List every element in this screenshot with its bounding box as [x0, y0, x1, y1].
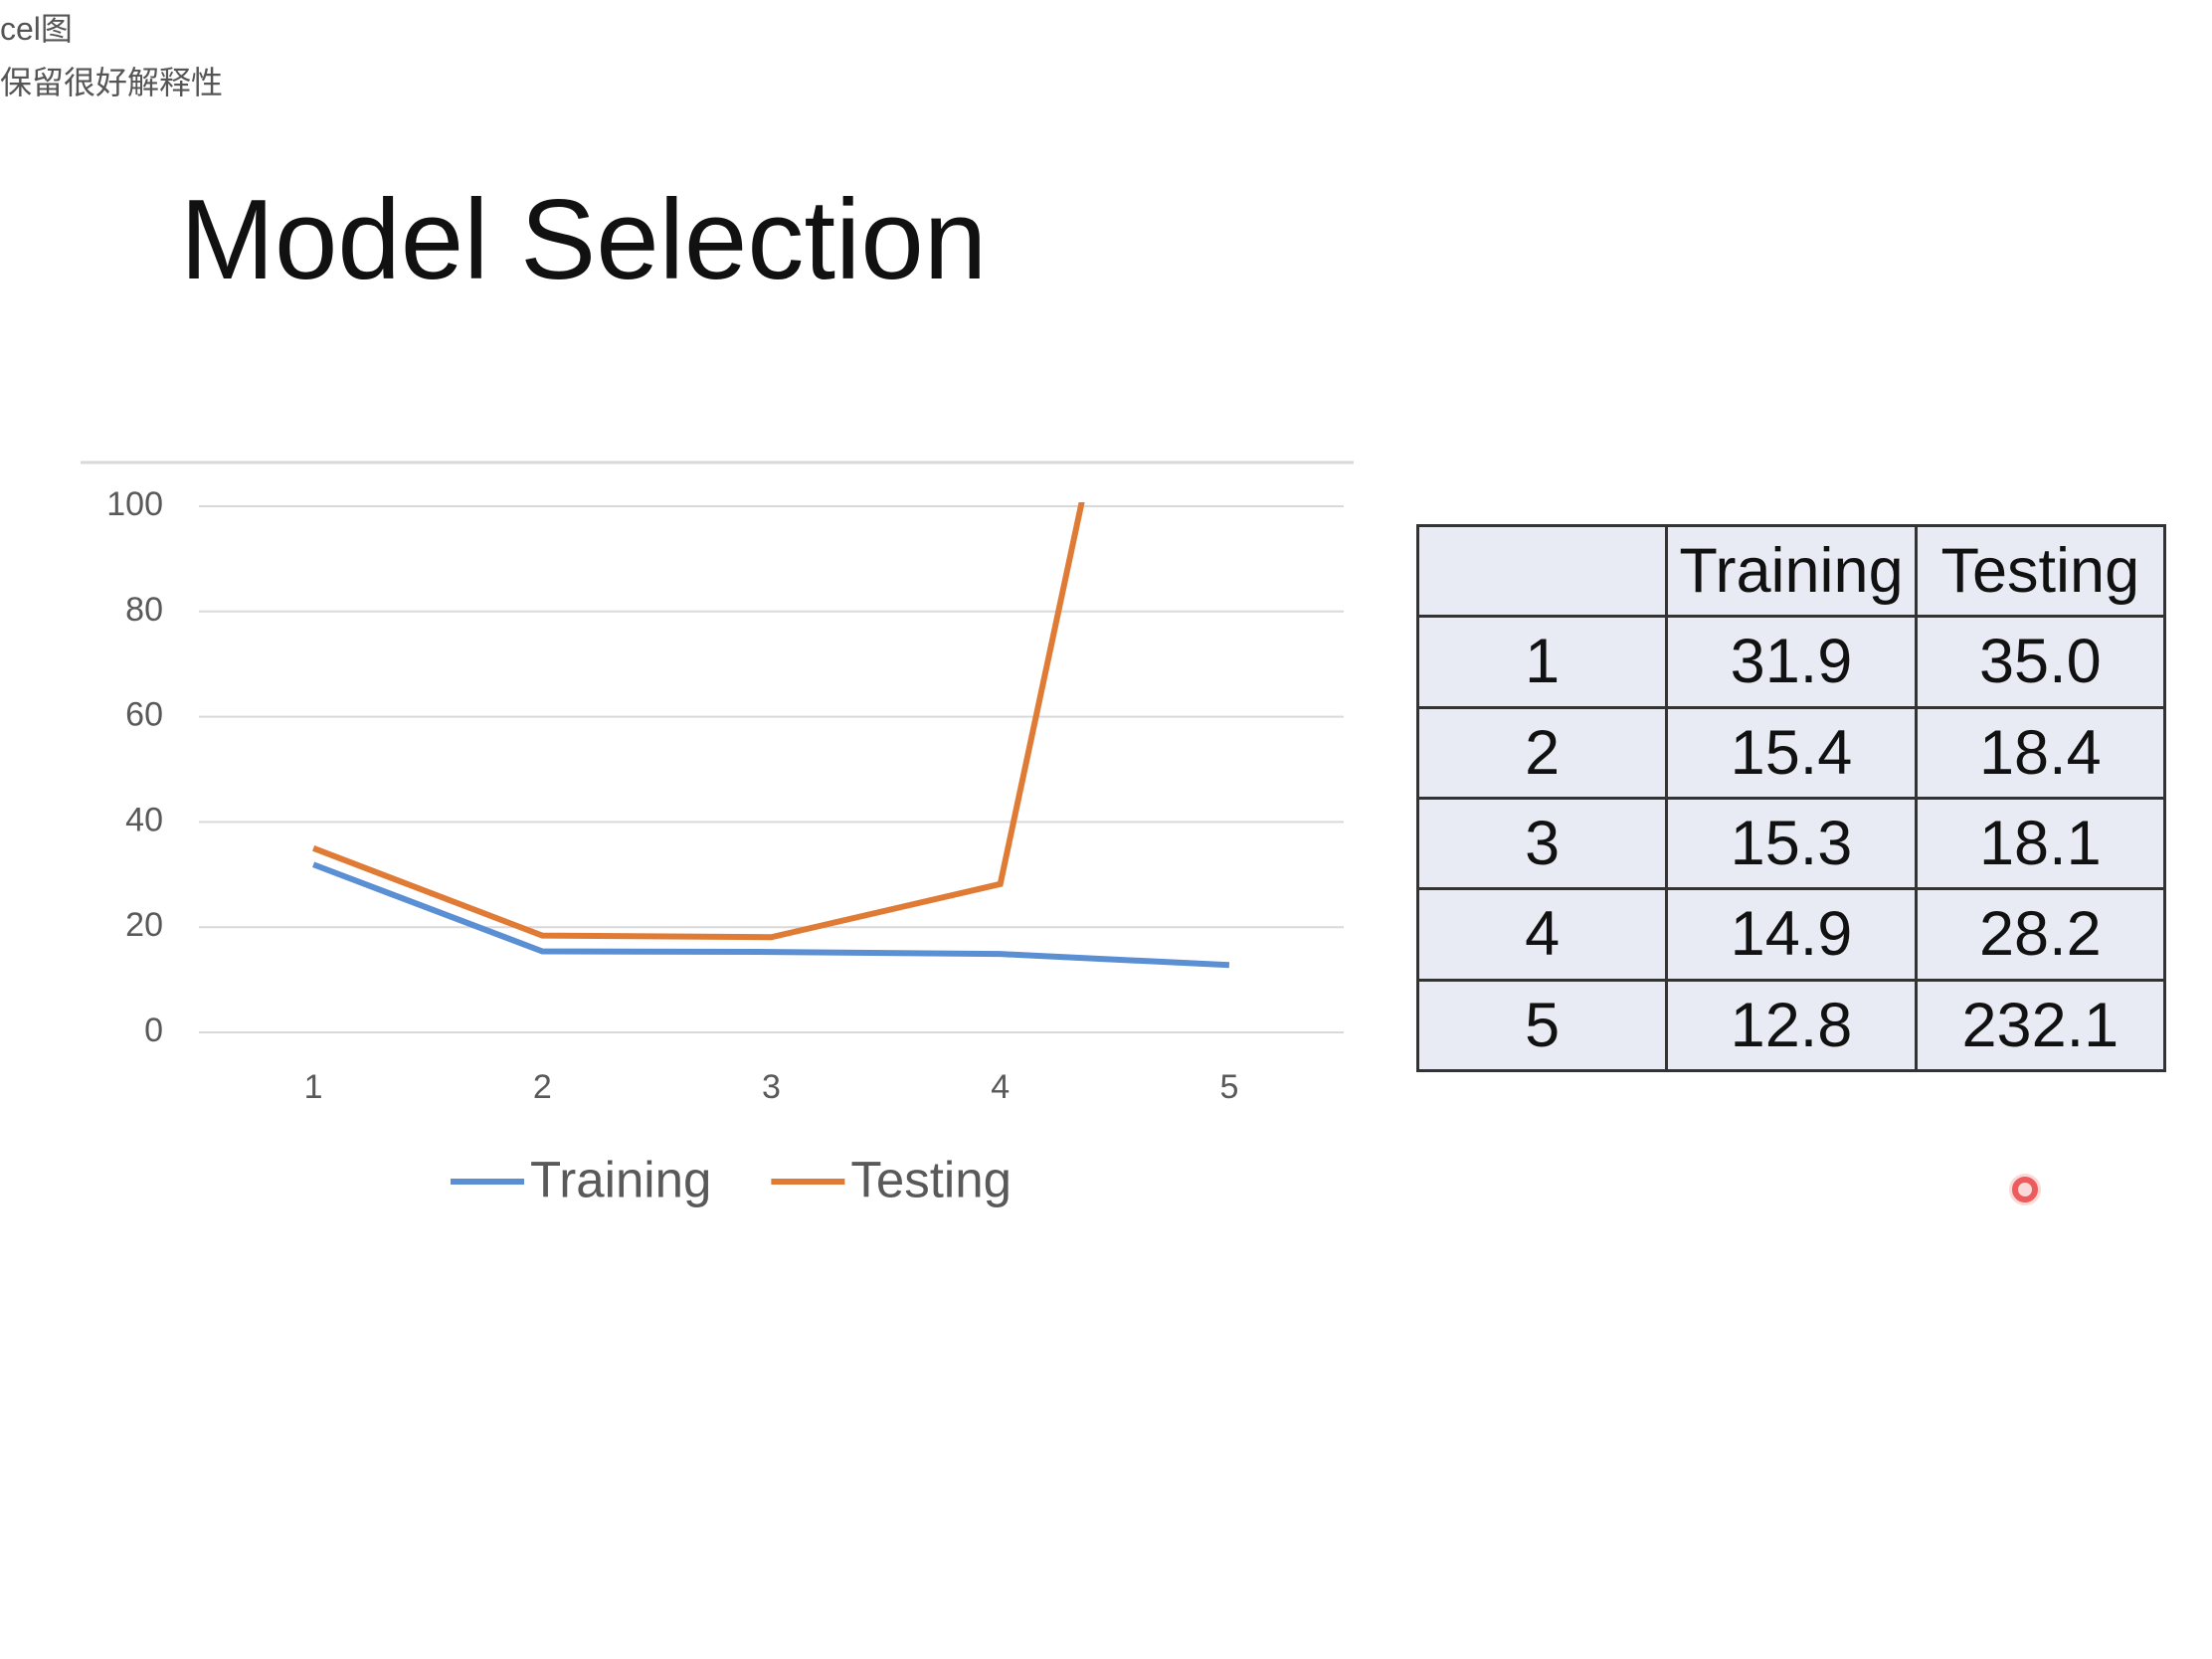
table-cell: 14.9 [1665, 887, 1918, 982]
x-tick-label: 2 [533, 1068, 552, 1106]
data-table: Training Testing 1 31.9 35.0 2 15.4 18.4 3 15.3 1… [1415, 523, 2167, 1073]
row-label: 1 [1415, 615, 1669, 709]
legend-label: Training [530, 1151, 711, 1207]
cursor-halo [2009, 1174, 2041, 1205]
row-label: 5 [1415, 978, 1669, 1073]
table-cell: 232.1 [1914, 978, 2167, 1073]
row-label: 3 [1415, 796, 1669, 891]
table-row: 5 12.8 232.1 [1415, 978, 2167, 1073]
x-tick-label: 5 [1219, 1068, 1238, 1106]
table-cell: 18.4 [1914, 705, 2167, 800]
table-row: 3 15.3 18.1 [1415, 796, 2167, 891]
table-cell: 12.8 [1665, 978, 1918, 1073]
y-tick-label: 40 [125, 801, 163, 838]
caption: cel图 [0, 11, 73, 47]
y-tick-label: 20 [125, 906, 163, 944]
row-label: 4 [1415, 887, 1669, 982]
y-tick-label: 100 [106, 485, 163, 523]
x-tick-label: 3 [762, 1068, 781, 1106]
series-line [312, 502, 1085, 941]
y-tick-label: 80 [125, 591, 163, 629]
table-cell: 28.2 [1914, 887, 2167, 982]
table-header: Testing [1914, 523, 2167, 619]
y-tick-label: 0 [144, 1012, 163, 1049]
table-header: Training [1665, 523, 1918, 619]
table-row: 1 31.9 35.0 [1415, 615, 2167, 709]
series-line [312, 861, 1230, 969]
table-cell: 15.4 [1665, 705, 1918, 800]
cursor [2012, 1177, 2038, 1202]
y-tick-label: 60 [125, 696, 163, 734]
row-label: 2 [1415, 705, 1669, 800]
table-cell: 31.9 [1665, 615, 1918, 709]
table-cell: 18.1 [1914, 796, 2167, 891]
table-cell: 35.0 [1914, 615, 2167, 709]
table-row: 2 15.4 18.4 [1415, 705, 2167, 800]
table-cell: 15.3 [1665, 796, 1918, 891]
chart-title: Model Selection [180, 177, 987, 303]
legend-label: Testing [850, 1151, 1012, 1207]
x-tick-label: 4 [991, 1068, 1010, 1106]
caption: 保留很好解释性 [0, 65, 224, 100]
x-tick-label: 1 [304, 1068, 323, 1106]
table-corner [1415, 523, 1669, 619]
table-row: 4 14.9 28.2 [1415, 887, 2167, 982]
